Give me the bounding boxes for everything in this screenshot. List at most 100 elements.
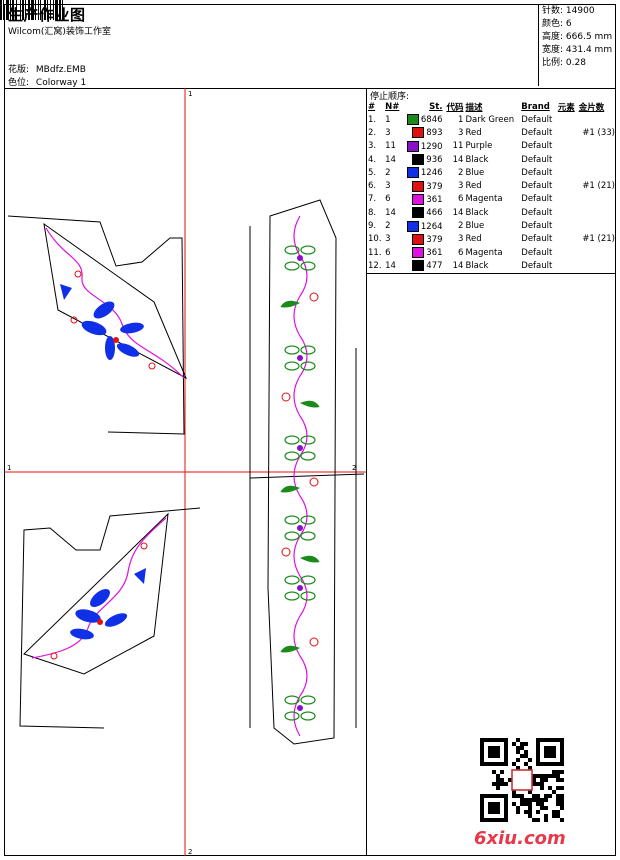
code-cell: 2 xyxy=(458,167,464,178)
stitch-count: 893 xyxy=(426,128,443,139)
stats-panel: 针数: 14900 颜色: 6 高度: 666.5 mm 宽度: 431.4 m… xyxy=(538,4,616,86)
index-cell: 1. xyxy=(368,114,377,125)
color-swatch xyxy=(406,114,419,126)
guide-label-right: 2 xyxy=(352,464,356,472)
col-brand: Brand xyxy=(521,101,550,112)
embroidery-motif-upper xyxy=(45,227,185,379)
stitch-count: 477 xyxy=(426,261,443,272)
stitches-cell: 936 xyxy=(402,153,444,166)
stop-sequence-title: 停止顺序: xyxy=(370,92,410,102)
table-row: 4. 14 936 14 Black Default xyxy=(367,153,616,166)
sequin-cell xyxy=(578,206,616,219)
studio-name: Wilcom(汇窝)装饰工作室 xyxy=(8,27,111,37)
element-cell xyxy=(557,206,578,219)
stat-value: 6 xyxy=(565,19,572,29)
index-cell: 9. xyxy=(368,221,377,232)
stitch-count: 6846 xyxy=(420,115,443,126)
sequin-cell xyxy=(578,259,616,272)
description-cell: Magenta xyxy=(465,247,503,258)
collar-piece-lower xyxy=(19,507,201,729)
code-cell: 1 xyxy=(458,114,464,125)
description-cell: Blue xyxy=(465,221,485,232)
brand-cell: Default xyxy=(521,260,553,271)
stitch-count: 1246 xyxy=(420,168,443,179)
stitches-cell: 379 xyxy=(402,233,444,246)
code-cell: 14 xyxy=(452,154,464,165)
trim-strip xyxy=(249,199,365,745)
description-cell: Blue xyxy=(465,167,485,178)
stitches-cell: 1264 xyxy=(402,219,444,232)
stat-label: 针数: xyxy=(542,6,564,16)
colorway-row: 色位: Colorway 1 xyxy=(8,75,86,88)
brand-cell: Default xyxy=(521,114,553,125)
stat-stitches: 针数: 14900 xyxy=(542,5,616,18)
sequin-cell xyxy=(578,113,616,126)
element-cell xyxy=(557,193,578,206)
needle-cell: 6 xyxy=(385,194,391,205)
stitch-count: 1264 xyxy=(420,221,443,232)
element-cell xyxy=(557,166,578,179)
stat-label: 比例: xyxy=(542,58,564,68)
needle-cell: 3 xyxy=(385,234,391,245)
color-swatch xyxy=(406,140,419,152)
description-cell: Red xyxy=(465,181,482,192)
table-row: 8. 14 466 14 Black Default xyxy=(367,206,616,219)
code-cell: 2 xyxy=(458,221,464,232)
needle-cell: 3 xyxy=(385,181,391,192)
description-cell: Purple xyxy=(465,141,493,152)
description-cell: Red xyxy=(465,127,482,138)
color-swatch xyxy=(412,247,425,259)
embroidery-vine xyxy=(280,215,320,737)
code-cell: 14 xyxy=(452,207,464,218)
sequin-cell: #1 (21) xyxy=(582,234,615,245)
sequin-cell xyxy=(578,153,616,166)
stitches-cell: 1290 xyxy=(402,140,444,153)
index-cell: 8. xyxy=(368,207,377,218)
col-index: # xyxy=(368,101,376,112)
stitch-count: 379 xyxy=(426,234,443,245)
needle-cell: 2 xyxy=(385,167,391,178)
code-cell: 14 xyxy=(452,260,464,271)
col-description: 描述 xyxy=(465,102,483,113)
design-file-name: MBdfz.EMB xyxy=(35,65,86,75)
table-row: 3. 11 1290 11 Purple Default xyxy=(367,140,616,153)
stitches-cell: 1246 xyxy=(402,166,444,179)
sequin-cell: #1 (21) xyxy=(582,181,615,192)
table-row: 5. 2 1246 2 Blue Default xyxy=(367,166,616,179)
stat-value: 431.4 mm xyxy=(565,45,613,55)
stat-colors: 颜色: 6 xyxy=(542,18,616,31)
needle-cell: 1 xyxy=(385,114,391,125)
brand-cell: Default xyxy=(521,194,553,205)
sequin-cell xyxy=(578,219,616,232)
guide-label-bottom: 2 xyxy=(188,848,192,856)
needle-cell: 14 xyxy=(385,154,396,165)
stitches-cell: 361 xyxy=(402,246,444,259)
sequin-cell xyxy=(578,193,616,206)
table-row: 6. 3 379 3 Red Default #1 (21) xyxy=(367,179,616,192)
col-code: 代码 xyxy=(446,102,464,113)
element-cell xyxy=(557,179,578,192)
stitches-cell: 466 xyxy=(402,206,444,219)
index-cell: 5. xyxy=(368,167,377,178)
brand-cell: Default xyxy=(521,154,553,165)
stitches-cell: 6846 xyxy=(402,113,444,126)
needle-cell: 14 xyxy=(385,207,396,218)
stitch-count: 379 xyxy=(426,181,443,192)
stitches-cell: 893 xyxy=(402,126,444,139)
collar-piece-upper xyxy=(7,215,188,435)
table-row: 12. 14 477 14 Black Default xyxy=(367,259,616,272)
description-cell: Dark Green xyxy=(465,114,515,125)
stitch-count: 361 xyxy=(426,248,443,259)
table-row: 2. 3 893 3 Red Default #1 (33) xyxy=(367,126,616,139)
brand-cell: Default xyxy=(521,221,553,232)
element-cell xyxy=(557,153,578,166)
color-swatch xyxy=(406,220,419,232)
table-header-row: # N# St. 代码 描述 Brand 元素 金片数 xyxy=(367,100,616,113)
table-row: 10. 3 379 3 Red Default #1 (21) xyxy=(367,233,616,246)
index-cell: 3. xyxy=(368,141,377,152)
stitches-cell: 477 xyxy=(402,259,444,272)
stitch-count: 936 xyxy=(426,155,443,166)
col-sequin: 金片数 xyxy=(578,102,605,113)
stop-sequence-table: # N# St. 代码 描述 Brand 元素 金片数 1. 1 6846 1 Dark… xyxy=(367,100,616,273)
stat-value: 666.5 mm xyxy=(565,32,613,42)
